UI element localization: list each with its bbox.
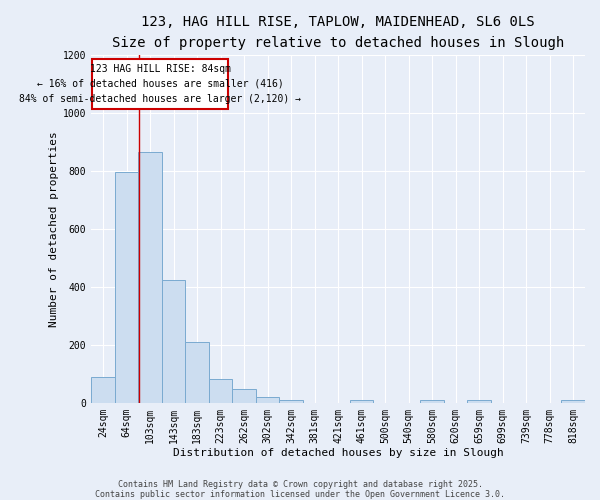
Bar bbox=[209, 378, 232, 403]
Bar bbox=[232, 388, 256, 403]
Bar bbox=[467, 400, 491, 403]
Bar bbox=[350, 400, 373, 403]
Bar bbox=[421, 400, 444, 403]
X-axis label: Distribution of detached houses by size in Slough: Distribution of detached houses by size … bbox=[173, 448, 503, 458]
Bar bbox=[280, 400, 303, 403]
Bar bbox=[162, 280, 185, 403]
Title: 123, HAG HILL RISE, TAPLOW, MAIDENHEAD, SL6 0LS
Size of property relative to det: 123, HAG HILL RISE, TAPLOW, MAIDENHEAD, … bbox=[112, 15, 564, 50]
Bar bbox=[185, 342, 209, 403]
Bar bbox=[115, 172, 138, 403]
Bar bbox=[562, 400, 585, 403]
Y-axis label: Number of detached properties: Number of detached properties bbox=[49, 131, 59, 327]
Bar bbox=[91, 377, 115, 403]
Text: Contains HM Land Registry data © Crown copyright and database right 2025.: Contains HM Land Registry data © Crown c… bbox=[118, 480, 482, 489]
FancyBboxPatch shape bbox=[92, 60, 227, 108]
Text: 123 HAG HILL RISE: 84sqm
← 16% of detached houses are smaller (416)
84% of semi-: 123 HAG HILL RISE: 84sqm ← 16% of detach… bbox=[19, 64, 301, 104]
Bar bbox=[138, 152, 162, 403]
Text: Contains public sector information licensed under the Open Government Licence 3.: Contains public sector information licen… bbox=[95, 490, 505, 499]
Bar bbox=[256, 398, 280, 403]
